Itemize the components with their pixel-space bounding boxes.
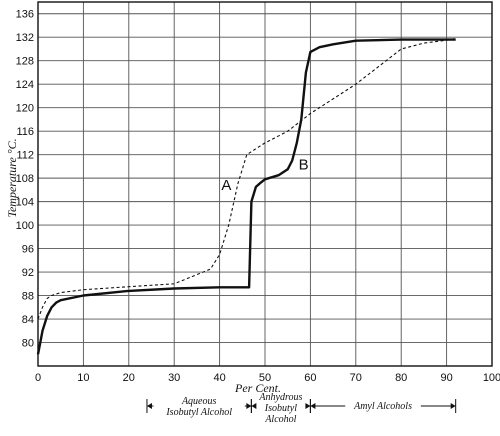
annotations: AB	[221, 156, 308, 194]
x-axis-label: Per Cent.	[234, 381, 281, 395]
range-arrowhead	[310, 403, 316, 409]
plot-frame	[37, 1, 493, 367]
series-line-b	[36, 38, 456, 355]
y-tick-label: 96	[22, 244, 34, 256]
range-label: Aqueous	[181, 396, 217, 407]
range-label: Isobutyl Alcohol	[165, 407, 232, 418]
range-arrowhead	[246, 403, 252, 409]
x-tick-labels: 0 10 20 30 40 50 60 70 80 90 100	[35, 372, 500, 384]
curve-label-b: B	[299, 156, 309, 173]
x-tick-label: 20	[123, 372, 135, 384]
x-tick-label: 50	[259, 372, 271, 384]
range-label: Isobutyl	[264, 403, 297, 414]
range-arrowhead	[251, 403, 257, 409]
x-tick-label: 60	[304, 372, 316, 384]
range-label: Alcohol	[264, 414, 296, 425]
y-tick-label: 136	[16, 9, 34, 21]
y-axis-label: Temperature °C.	[5, 138, 19, 217]
series-line-a	[37, 37, 456, 320]
y-tick-label: 132	[16, 32, 34, 44]
y-tick-label: 84	[22, 314, 34, 326]
range-label: Anhydrous	[258, 392, 302, 403]
y-tick-label: 100	[16, 220, 34, 232]
x-tick-label: 10	[77, 372, 89, 384]
x-tick-label: 30	[168, 372, 180, 384]
curve-label-a: A	[221, 177, 231, 194]
y-tick-label: 112	[16, 150, 34, 162]
y-tick-label: 88	[22, 291, 34, 303]
range-arrowhead	[305, 403, 311, 409]
y-tick-label: 120	[16, 103, 34, 115]
y-tick-label: 124	[16, 79, 34, 91]
y-tick-label: 80	[22, 338, 34, 350]
x-tick-label: 100	[483, 372, 500, 384]
y-tick-label: 116	[16, 126, 34, 138]
y-tick-label: 104	[16, 197, 34, 209]
series-group	[36, 37, 456, 355]
y-tick-labels: 80 84 88 92 96 100 104 108 112 116 120 124 128 132 136	[16, 9, 34, 350]
x-tick-label: 0	[35, 372, 41, 384]
x-tick-label: 40	[213, 372, 225, 384]
x-tick-label: 90	[440, 372, 452, 384]
x-tick-label: 80	[395, 372, 407, 384]
range-arrowhead	[146, 403, 152, 409]
grid	[37, 2, 493, 366]
range-label: Amyl Alcohols	[353, 401, 412, 412]
y-tick-label: 108	[16, 173, 34, 185]
x-tick-label: 70	[350, 372, 362, 384]
y-tick-label: 92	[22, 267, 34, 279]
y-tick-label: 128	[16, 56, 34, 68]
range-arrowhead	[450, 403, 456, 409]
